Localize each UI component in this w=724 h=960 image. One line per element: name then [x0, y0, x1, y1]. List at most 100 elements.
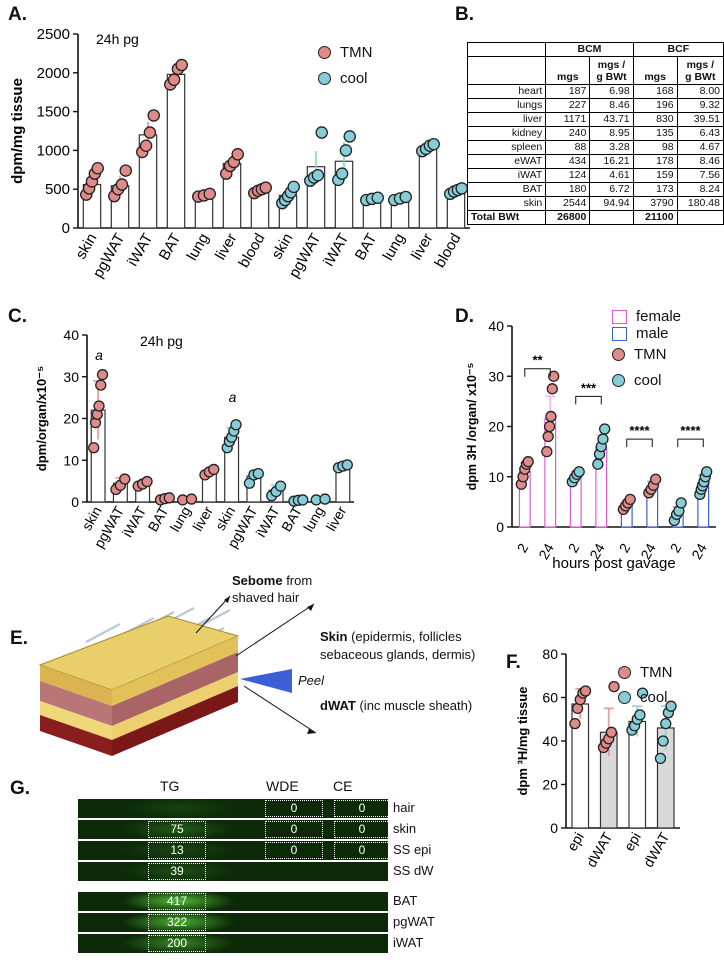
gel-band-box: 322 — [148, 914, 206, 931]
panel-e-letter: E. — [10, 628, 28, 649]
gel-band-box: 0 — [265, 800, 323, 817]
data-point — [624, 493, 636, 506]
panel-d-letter: D. — [455, 306, 474, 327]
table-cell-bcf-ratio: 180.48 — [676, 196, 724, 211]
data-point — [546, 383, 558, 395]
table-cell-bcf-ratio: 4.67 — [676, 140, 724, 155]
table-cell-bcm-ratio: 16.21 — [589, 154, 634, 169]
legend-d-tmn: TMN — [612, 346, 667, 363]
y-tick-label: 10 — [63, 452, 79, 468]
data-point — [371, 191, 384, 204]
data-point — [569, 717, 581, 730]
gel-col-tg: TG — [160, 778, 180, 794]
table-row: lungs 227 8.46 196 9.32 — [466, 98, 724, 113]
data-point — [341, 459, 353, 471]
cool-dot-icon — [618, 691, 631, 704]
panel-c-letter: C. — [8, 306, 27, 327]
sig-mark: a — [229, 389, 237, 405]
legend-a-tmn: TMN — [318, 44, 373, 61]
data-point — [701, 466, 713, 478]
data-point — [665, 700, 677, 712]
data-point — [522, 456, 534, 468]
tmn-dot-icon — [612, 348, 625, 361]
data-point — [650, 473, 662, 485]
gel-lane-label: skin — [393, 821, 417, 836]
epidermis-layer — [40, 665, 112, 706]
y-tick-label: 40 — [488, 318, 504, 334]
data-point — [339, 144, 353, 157]
data-point — [163, 492, 175, 504]
data-point — [311, 168, 325, 182]
sig-mark: a — [95, 347, 103, 363]
data-point — [143, 126, 157, 139]
table-blank — [466, 56, 547, 85]
skin-label: Skin (epidermis, follicles — [320, 629, 462, 644]
sebome-label-line2: shaved hair — [232, 590, 300, 605]
legend-f-cool: cool — [618, 689, 668, 706]
panel-a-letter: A. — [8, 4, 27, 25]
data-point — [599, 423, 611, 435]
table-total-row: Total BWt 26800 21100 — [466, 210, 724, 225]
sebome-arrow — [195, 595, 231, 634]
gel-lane-label: iWAT — [393, 935, 424, 950]
data-point — [91, 161, 104, 175]
dwat-arrowhead-icon — [307, 729, 316, 734]
gel-lane-label: SS dW — [393, 863, 434, 878]
data-point — [573, 466, 585, 478]
y-tick-label: 0 — [550, 820, 558, 836]
data-point — [203, 187, 216, 201]
y-tick-label: 20 — [542, 777, 558, 793]
dwat-label: dWAT (inc muscle sheath) — [320, 698, 473, 713]
x-tick-label: 24 — [586, 540, 608, 562]
table-total-cell — [676, 210, 724, 225]
data-point — [545, 410, 557, 423]
gel-band-box: 0 — [265, 842, 323, 859]
data-point — [315, 126, 328, 139]
table-cell-bcm-ratio: 43.71 — [589, 112, 634, 127]
data-point — [95, 379, 107, 391]
muscle-layer — [40, 715, 112, 756]
gel-lane: 200 — [78, 934, 388, 953]
table-row: BAT 180 6.72 173 8.24 — [466, 182, 724, 197]
data-point — [141, 475, 153, 488]
table-cell-bcm-mgs: 2544 — [545, 196, 591, 211]
table-cell-bcf-mgs: 173 — [632, 182, 678, 197]
panel-c-annotation: 24h pg — [140, 333, 183, 349]
data-point — [541, 445, 553, 458]
skin-arrowhead-icon — [307, 604, 314, 611]
data-point — [88, 442, 100, 454]
data-point — [167, 73, 181, 87]
table-row: spleen 88 3.28 98 4.67 — [466, 140, 724, 155]
data-point — [634, 709, 646, 721]
sig-bracket — [575, 395, 602, 405]
peel-wedge-icon — [240, 669, 292, 693]
dermis-layer — [40, 681, 112, 726]
data-point — [399, 190, 412, 204]
legend-d-cool: cool — [612, 372, 662, 389]
y-tick-label: 20 — [488, 419, 504, 435]
y-tick-label: 500 — [45, 181, 70, 198]
legend-f-tmn: TMN — [618, 664, 673, 681]
gel-lane-label: hair — [393, 800, 415, 815]
side-dwat — [112, 672, 238, 740]
data-point — [657, 735, 669, 747]
sig-stars: **** — [629, 423, 650, 438]
legend-d-female: female — [612, 308, 681, 325]
x-tick-label: epi — [564, 830, 587, 854]
gel-band-box: 39 — [148, 863, 206, 880]
data-point — [343, 130, 356, 143]
data-point — [119, 164, 132, 177]
side-dermis — [112, 652, 238, 726]
data-point — [96, 369, 109, 381]
side-muscle — [112, 686, 238, 756]
panel-a-annotation: 24h pg — [96, 31, 139, 47]
table-cell-bcm-ratio: 94.94 — [589, 196, 634, 211]
cool-dot-icon — [612, 374, 625, 387]
gel-band-box: 13 — [148, 842, 206, 859]
y-tick-label: 40 — [542, 733, 558, 749]
